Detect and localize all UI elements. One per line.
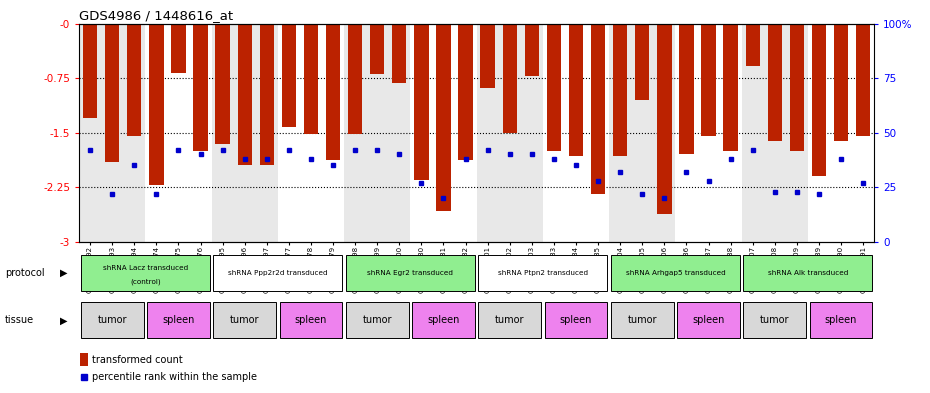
Bar <box>701 24 716 136</box>
Bar <box>478 255 607 291</box>
Bar <box>304 24 318 134</box>
Text: percentile rank within the sample: percentile rank within the sample <box>92 372 257 382</box>
Bar <box>569 24 583 156</box>
Bar <box>545 302 607 338</box>
Bar <box>80 353 88 365</box>
Bar <box>436 24 451 211</box>
Bar <box>609 24 675 242</box>
Text: spleen: spleen <box>162 315 194 325</box>
Text: tumor: tumor <box>98 315 126 325</box>
Bar <box>278 24 344 242</box>
Bar <box>808 24 874 242</box>
Bar <box>410 24 476 242</box>
Text: shRNA Alk transduced: shRNA Alk transduced <box>768 270 848 276</box>
Bar <box>344 24 410 242</box>
Bar <box>213 255 342 291</box>
Text: shRNA Egr2 transduced: shRNA Egr2 transduced <box>367 270 453 276</box>
Bar <box>458 24 472 160</box>
Bar <box>348 24 363 134</box>
Bar <box>679 24 694 154</box>
Bar <box>216 24 230 143</box>
Bar <box>211 24 278 242</box>
Bar <box>193 24 207 151</box>
Bar <box>171 24 186 73</box>
Bar <box>326 24 340 160</box>
Bar <box>746 24 760 66</box>
Bar <box>790 24 804 151</box>
Text: shRNA Ptpn2 transduced: shRNA Ptpn2 transduced <box>498 270 588 276</box>
Bar <box>476 24 543 242</box>
Bar <box>83 24 98 118</box>
Bar <box>282 24 296 127</box>
Text: tissue: tissue <box>5 315 33 325</box>
Text: ▶: ▶ <box>60 315 68 325</box>
Text: tumor: tumor <box>495 315 525 325</box>
Bar <box>478 302 541 338</box>
Text: shRNA Arhgap5 transduced: shRNA Arhgap5 transduced <box>626 270 725 276</box>
Bar <box>543 24 609 242</box>
Bar <box>105 24 119 162</box>
Bar <box>502 24 517 132</box>
Bar <box>259 24 274 165</box>
Bar <box>481 24 495 88</box>
Bar <box>611 302 673 338</box>
Text: spleen: spleen <box>295 315 327 325</box>
Bar <box>547 24 561 151</box>
Bar <box>658 24 671 214</box>
Bar <box>611 255 740 291</box>
Text: protocol: protocol <box>5 268 45 278</box>
Bar <box>743 255 872 291</box>
Bar <box>346 302 408 338</box>
Text: transformed count: transformed count <box>92 354 183 365</box>
Text: ▶: ▶ <box>60 268 68 278</box>
Text: tumor: tumor <box>628 315 657 325</box>
Bar <box>591 24 605 195</box>
Bar <box>392 24 406 83</box>
Bar <box>147 302 210 338</box>
Bar <box>414 24 429 180</box>
Bar <box>856 24 870 136</box>
Text: (control): (control) <box>130 279 161 285</box>
Bar <box>675 24 741 242</box>
Bar <box>767 24 782 141</box>
Bar <box>81 255 210 291</box>
Text: spleen: spleen <box>825 315 857 325</box>
Bar <box>635 24 649 100</box>
Text: spleen: spleen <box>427 315 459 325</box>
Bar <box>741 24 808 242</box>
Bar <box>79 24 145 242</box>
Bar <box>677 302 740 338</box>
Text: tumor: tumor <box>760 315 790 325</box>
Bar <box>525 24 539 76</box>
Text: spleen: spleen <box>560 315 592 325</box>
Bar <box>724 24 737 151</box>
Text: tumor: tumor <box>230 315 259 325</box>
Bar <box>834 24 848 141</box>
Bar <box>613 24 628 156</box>
Bar <box>127 24 141 136</box>
Bar <box>812 24 826 176</box>
Text: shRNA Lacz transduced: shRNA Lacz transduced <box>102 265 188 272</box>
Text: tumor: tumor <box>363 315 392 325</box>
Bar <box>237 24 252 165</box>
Bar <box>346 255 475 291</box>
Bar <box>743 302 806 338</box>
Text: spleen: spleen <box>692 315 724 325</box>
Text: GDS4986 / 1448616_at: GDS4986 / 1448616_at <box>79 9 233 22</box>
Bar <box>370 24 384 74</box>
Text: shRNA Ppp2r2d transduced: shRNA Ppp2r2d transduced <box>228 270 327 276</box>
Bar <box>149 24 164 185</box>
Bar <box>145 24 211 242</box>
Bar <box>81 302 143 338</box>
Bar <box>810 302 872 338</box>
Bar <box>412 302 475 338</box>
Bar <box>213 302 276 338</box>
Bar <box>280 302 342 338</box>
